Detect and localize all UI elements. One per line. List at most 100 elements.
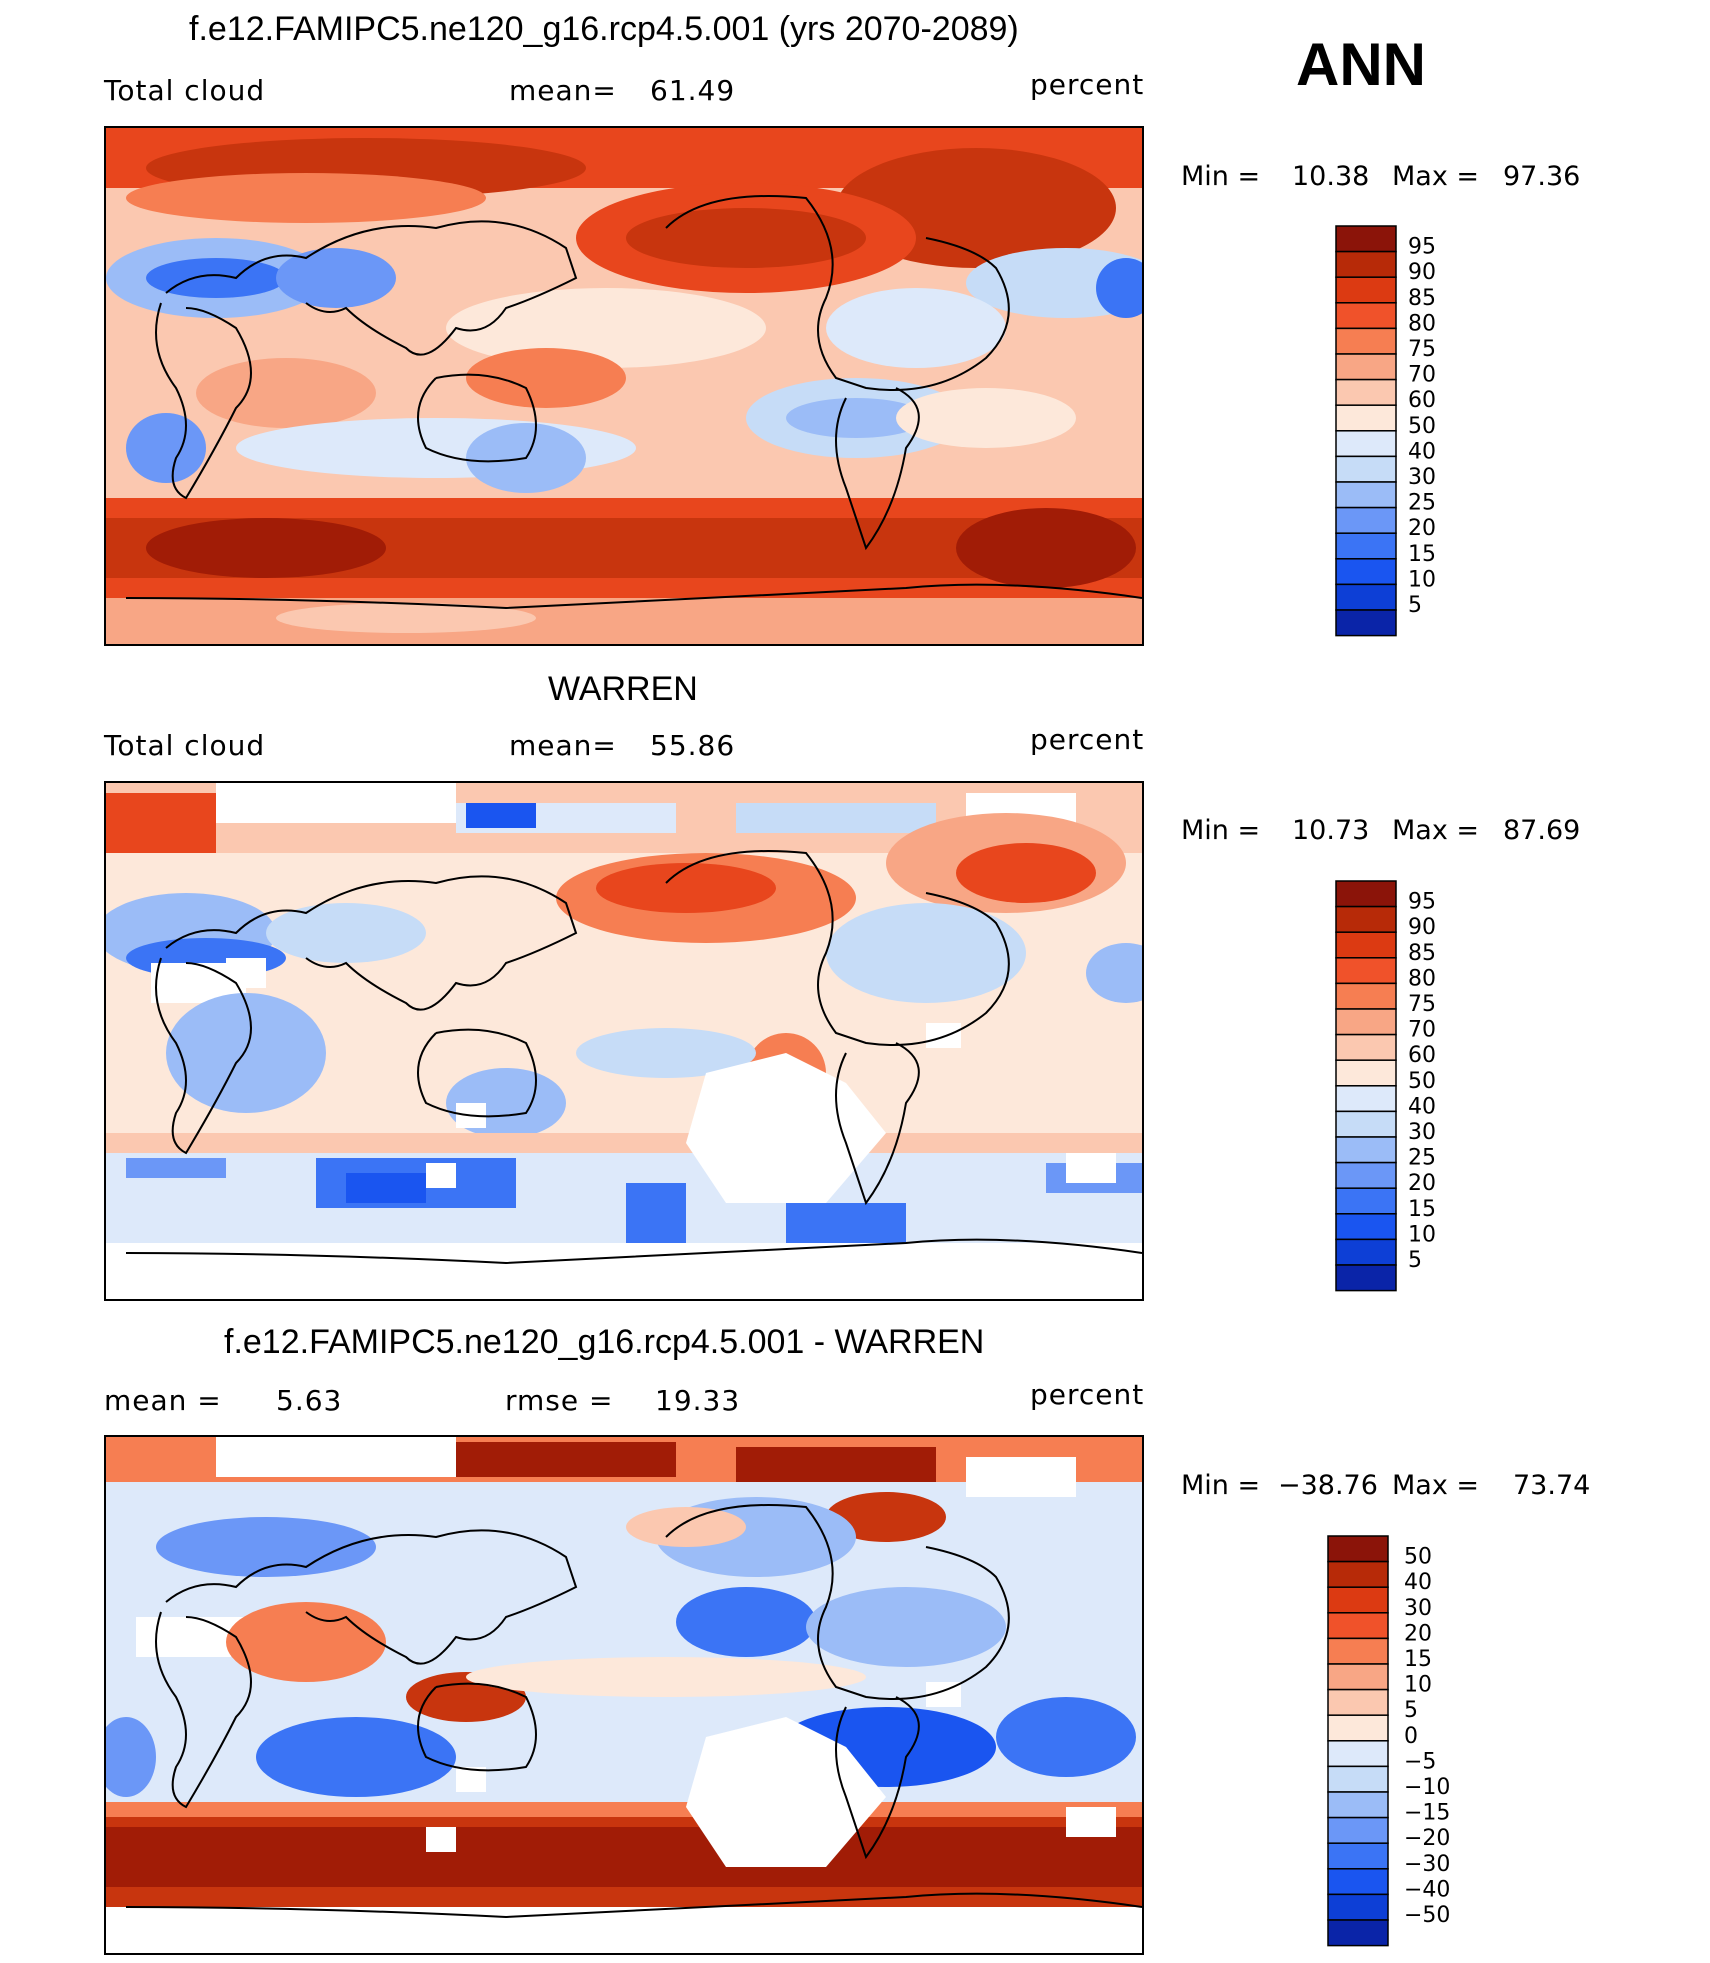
colorbar-box xyxy=(1335,378,1397,406)
colorbar-level-label: 5 xyxy=(1408,593,1422,618)
colorbar-box xyxy=(1327,1868,1389,1896)
colorbar-level-label: 5 xyxy=(1404,1698,1418,1723)
panel1-colorbar: 95 90 85 80 75 70 60 50 40 30 25 20 15 10 5 xyxy=(1335,225,1516,646)
colorbar-box xyxy=(1335,430,1397,458)
colorbar-box xyxy=(1335,250,1397,278)
panel2-map xyxy=(104,781,1144,1301)
colorbar-box xyxy=(1327,1714,1389,1742)
colorbar-level-label: 0 xyxy=(1404,1724,1418,1749)
colorbar-level-label: 75 xyxy=(1408,992,1436,1017)
colorbar-level-label: 10 xyxy=(1404,1673,1432,1698)
panel1-title: f.e12.FAMIPC5.ne120_g16.rcp4.5.001 (yrs … xyxy=(189,10,1019,48)
panel3-min-label: Min = xyxy=(1181,1470,1261,1501)
colorbar-box xyxy=(1335,276,1397,304)
panel1-contour-field xyxy=(106,128,1142,644)
panel2-mean-value: 55.86 xyxy=(650,729,736,762)
colorbar-level-label: 50 xyxy=(1404,1545,1432,1570)
colorbar-box xyxy=(1335,225,1397,253)
colorbar-box xyxy=(1335,1264,1397,1292)
colorbar-level-label: 30 xyxy=(1404,1596,1432,1621)
colorbar-box xyxy=(1327,1535,1389,1563)
colorbar-level-label: 40 xyxy=(1408,439,1436,464)
colorbar-box xyxy=(1335,1161,1397,1189)
panel3-colorbar: 50 40 30 20 15 10 5 0 −5 −10 −15 −20 −30 −40 −50 xyxy=(1327,1535,1508,1956)
colorbar-box xyxy=(1327,1663,1389,1691)
panel1-units: percent xyxy=(1030,68,1145,101)
colorbar-box xyxy=(1335,1033,1397,1061)
colorbar-level-label: −20 xyxy=(1404,1826,1450,1851)
colorbar-box xyxy=(1335,353,1397,381)
panel1-mean-label: mean= xyxy=(509,74,617,107)
colorbar-box xyxy=(1335,1110,1397,1138)
colorbar-level-label: 20 xyxy=(1408,516,1436,541)
panel2-max-value: 87.69 xyxy=(1503,815,1581,846)
colorbar-level-label: 85 xyxy=(1408,941,1436,966)
colorbar-box xyxy=(1327,1560,1389,1588)
colorbar-box xyxy=(1327,1816,1389,1844)
colorbar-box xyxy=(1335,302,1397,330)
colorbar-level-label: 85 xyxy=(1408,286,1436,311)
panel3-contour-field xyxy=(106,1437,1142,1953)
colorbar-box xyxy=(1335,905,1397,933)
colorbar-box xyxy=(1335,455,1397,483)
colorbar-level-label: 15 xyxy=(1408,1197,1436,1222)
colorbar-box xyxy=(1327,1791,1389,1819)
colorbar-level-label: 75 xyxy=(1408,337,1436,362)
colorbar-level-label: −30 xyxy=(1404,1852,1450,1877)
colorbar-box xyxy=(1327,1765,1389,1793)
colorbar-box xyxy=(1327,1688,1389,1716)
colorbar-box xyxy=(1335,327,1397,355)
colorbar-level-label: −10 xyxy=(1404,1775,1450,1800)
colorbar-box xyxy=(1327,1893,1389,1921)
colorbar-box xyxy=(1335,1238,1397,1266)
colorbar-level-label: 40 xyxy=(1404,1570,1432,1595)
colorbar-level-label: −5 xyxy=(1404,1749,1436,1774)
colorbar-box xyxy=(1327,1612,1389,1640)
colorbar-box xyxy=(1335,1059,1397,1087)
panel3-mean-label: mean = xyxy=(104,1384,222,1417)
colorbar-level-label: 95 xyxy=(1408,235,1436,260)
panel2-title: WARREN xyxy=(548,670,698,708)
colorbar-box xyxy=(1335,404,1397,432)
panel1-map xyxy=(104,126,1144,646)
colorbar-level-label: 80 xyxy=(1408,966,1436,991)
colorbar-box xyxy=(1335,1213,1397,1241)
panel3-title: f.e12.FAMIPC5.ne120_g16.rcp4.5.001 - WAR… xyxy=(224,1323,985,1361)
colorbar-level-label: 15 xyxy=(1408,542,1436,567)
panel3-mean-value: 5.63 xyxy=(276,1384,343,1417)
panel2-contour-field xyxy=(106,783,1142,1299)
colorbar-box xyxy=(1335,506,1397,534)
colorbar-box xyxy=(1335,1085,1397,1113)
colorbar-level-label: 60 xyxy=(1408,1043,1436,1068)
colorbar-level-label: 5 xyxy=(1408,1248,1422,1273)
panel1-min-value: 10.38 xyxy=(1292,161,1370,192)
colorbar-box xyxy=(1327,1637,1389,1665)
colorbar-level-label: −15 xyxy=(1404,1801,1450,1826)
colorbar-box xyxy=(1327,1919,1389,1947)
colorbar-level-label: 25 xyxy=(1408,491,1436,516)
panel2-units: percent xyxy=(1030,723,1145,756)
colorbar-box xyxy=(1327,1842,1389,1870)
colorbar-box xyxy=(1335,982,1397,1010)
panel3-min-value: −38.76 xyxy=(1278,1470,1378,1501)
panel2-max-label: Max = xyxy=(1392,815,1480,846)
colorbar-box xyxy=(1335,609,1397,637)
panel2-colorbar: 95 90 85 80 75 70 60 50 40 30 25 20 15 10 5 xyxy=(1335,880,1516,1301)
colorbar-box xyxy=(1335,558,1397,586)
panel1-variable: Total cloud xyxy=(104,74,266,107)
colorbar-box xyxy=(1335,931,1397,959)
colorbar-box xyxy=(1335,1008,1397,1036)
colorbar-level-label: −50 xyxy=(1404,1903,1450,1928)
panel2-min-label: Min = xyxy=(1181,815,1261,846)
colorbar-level-label: 50 xyxy=(1408,1069,1436,1094)
colorbar-box xyxy=(1335,532,1397,560)
panel3-units: percent xyxy=(1030,1378,1145,1411)
colorbar-level-label: 10 xyxy=(1408,1222,1436,1247)
colorbar-level-label: 60 xyxy=(1408,388,1436,413)
colorbar-level-label: 50 xyxy=(1408,414,1436,439)
panel2-variable: Total cloud xyxy=(104,729,266,762)
panel3-rmse-value: 19.33 xyxy=(655,1384,741,1417)
colorbar-level-label: 80 xyxy=(1408,311,1436,336)
panel3-max-value: 73.74 xyxy=(1513,1470,1591,1501)
